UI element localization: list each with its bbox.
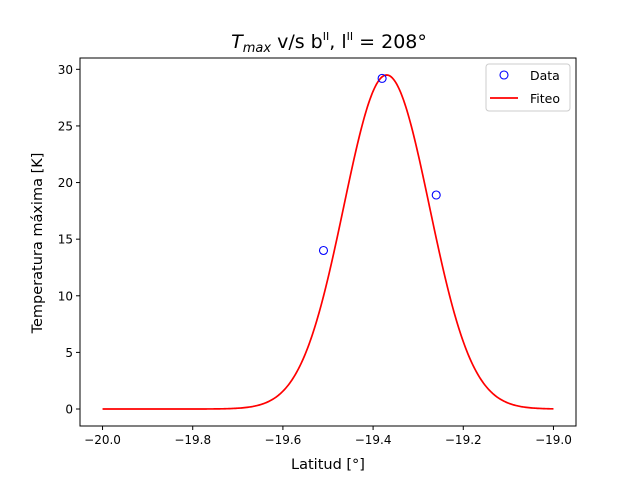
y-tick-label: 30 (58, 63, 73, 77)
data-point (377, 73, 387, 83)
y-tick-label: 10 (58, 289, 73, 303)
legend-marker-data (499, 70, 509, 80)
y-tick-label: 15 (58, 233, 73, 247)
x-tick-label: −20.0 (84, 433, 121, 447)
legend: Data Fiteo (485, 63, 571, 112)
title-sub: max (243, 41, 272, 56)
data-point (431, 190, 441, 200)
x-tick-label: −19.8 (174, 433, 211, 447)
y-tick-label: 25 (58, 119, 73, 133)
title-sup2: II (347, 30, 354, 43)
x-tick-label: −19.0 (535, 433, 572, 447)
title-sup1: II (323, 30, 330, 43)
chart-title: Tmax v/s bII, lII = 208° (231, 30, 427, 56)
axes: −20.0 −19.8 −19.6 −19.4 −19.2 −19.0 0 5 10 15 20 25… (58, 57, 577, 447)
y-tick-label: 0 (65, 403, 73, 417)
legend-box (485, 63, 571, 112)
fit-line (102, 74, 554, 410)
svg-text:Tmax v/s bII, lII = 208°: Tmax v/s bII, lII = 208° (231, 30, 427, 56)
chart-marks (102, 73, 554, 410)
title-main: T (231, 31, 244, 53)
x-tick-label: −19.6 (265, 433, 302, 447)
y-tick-label: 20 (58, 176, 73, 190)
legend-label-fit: Fiteo (530, 91, 560, 106)
y-axis-label: Temperatura máxima [K] (30, 153, 46, 335)
y-tick-label: 5 (65, 346, 73, 360)
legend-label-data: Data (530, 68, 560, 83)
x-tick-label: −19.4 (355, 433, 392, 447)
title-mid: v/s b (271, 31, 323, 53)
axes-frame (79, 57, 577, 427)
x-axis-label: Latitud [°] (291, 457, 365, 473)
x-tick-label: −19.2 (445, 433, 482, 447)
title-after1: , l (329, 31, 346, 53)
title-after2: = 208° (353, 31, 427, 53)
data-point (318, 245, 329, 256)
